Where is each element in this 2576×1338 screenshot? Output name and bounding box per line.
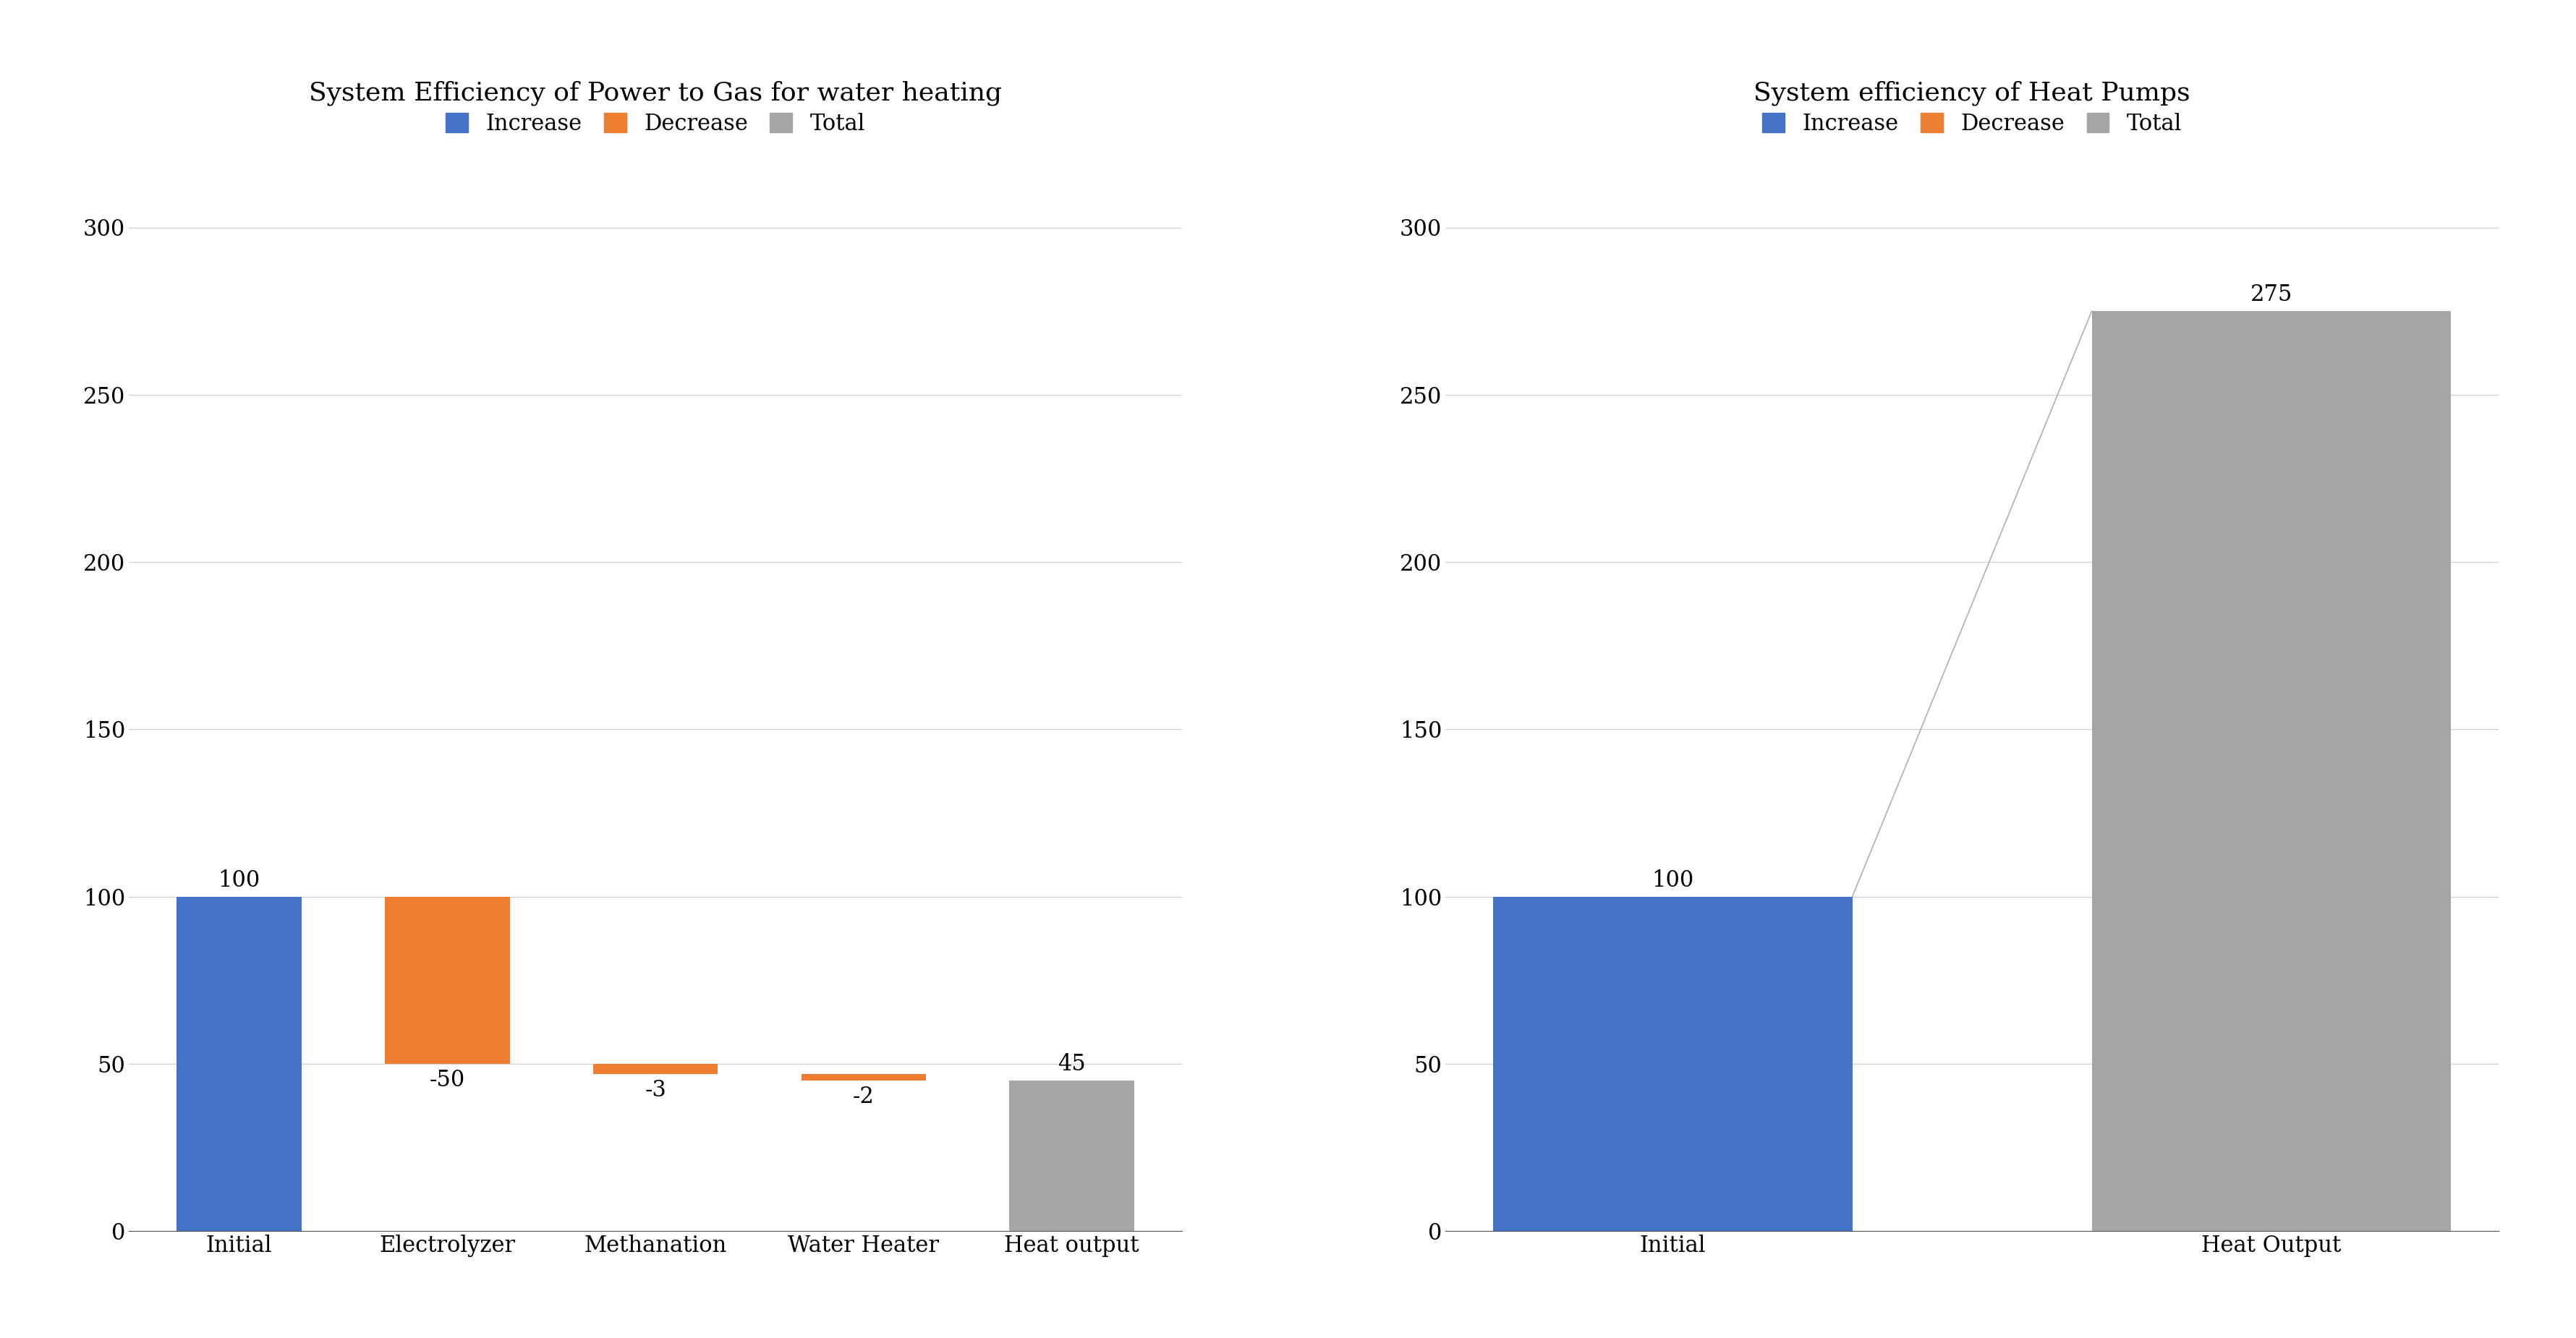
Legend: Increase, Decrease, Total: Increase, Decrease, Total	[1762, 112, 2182, 135]
Legend: Increase, Decrease, Total: Increase, Decrease, Total	[446, 112, 866, 135]
Text: 100: 100	[1651, 868, 1695, 891]
Bar	[178, 896, 301, 1231]
Bar	[592, 1064, 719, 1073]
Text: 100: 100	[219, 868, 260, 891]
Text: -2: -2	[853, 1085, 873, 1108]
Text: -50: -50	[430, 1069, 466, 1092]
Bar	[1010, 1081, 1133, 1231]
Title: System Efficiency of Power to Gas for water heating: System Efficiency of Power to Gas for wa…	[309, 80, 1002, 106]
Bar	[2092, 312, 2450, 1231]
Text: 45: 45	[1059, 1053, 1087, 1076]
Bar	[1494, 896, 1852, 1231]
Bar	[801, 1073, 925, 1081]
Bar	[384, 896, 510, 1064]
Text: 275: 275	[2251, 284, 2293, 306]
Title: System efficiency of Heat Pumps: System efficiency of Heat Pumps	[1754, 80, 2190, 106]
Text: -3: -3	[644, 1078, 667, 1101]
